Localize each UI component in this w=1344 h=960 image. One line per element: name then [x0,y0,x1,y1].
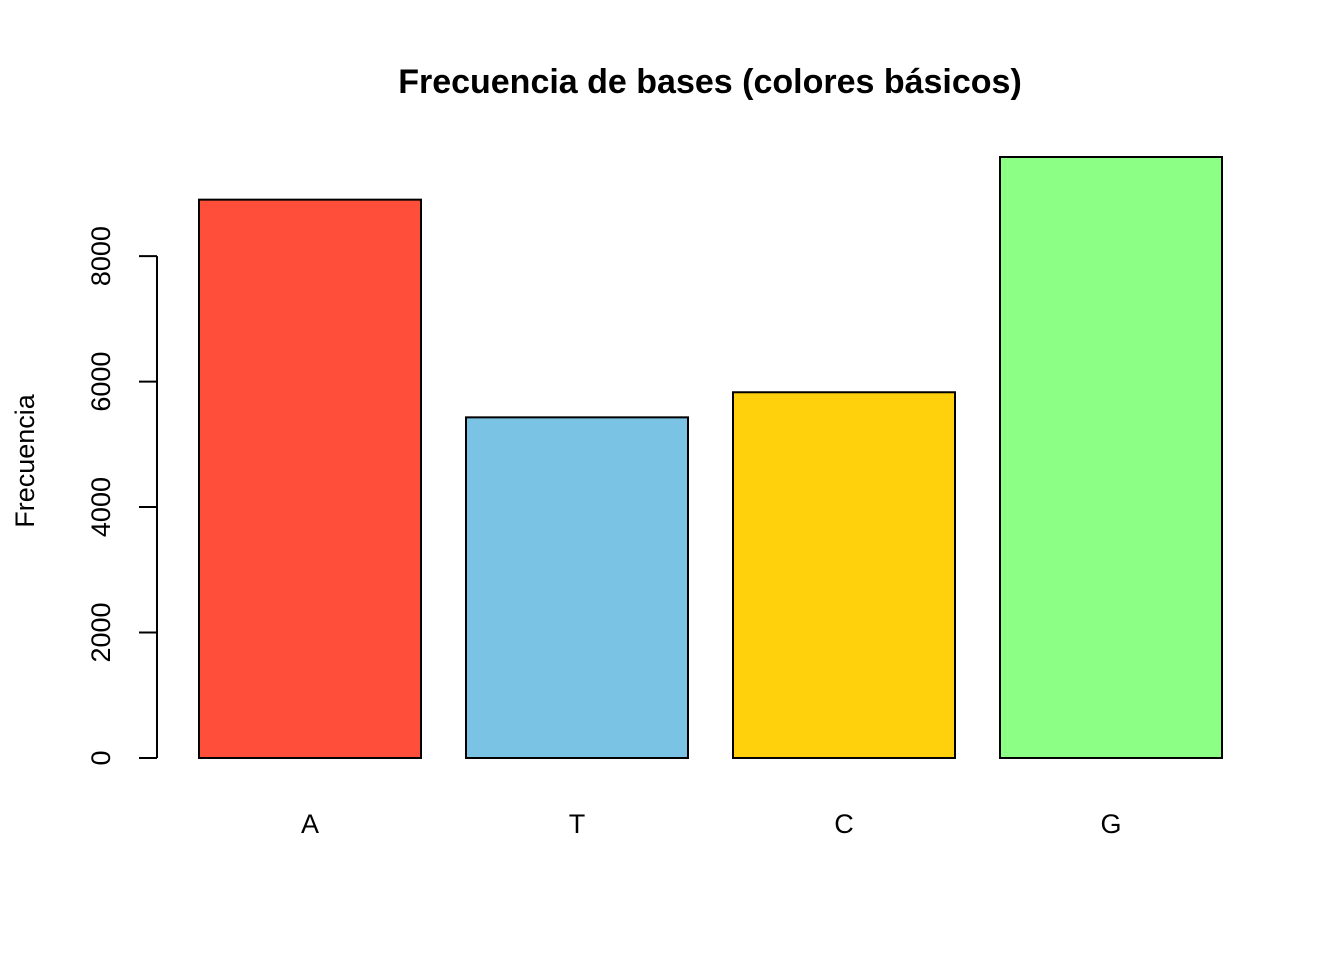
y-axis: 0 2000 4000 6000 8000 [86,226,158,766]
bar-c [732,391,956,759]
bar-t [465,416,689,759]
y-tick-label: 4000 [86,477,116,537]
y-tick-label: 2000 [86,602,116,662]
chart-title: Frecuencia de bases (colores básicos) [398,63,1022,101]
y-axis-label: Frecuencia [10,393,40,528]
y-tick-label: 6000 [86,352,116,412]
category-label-t: T [569,809,586,839]
bar-g [999,156,1223,759]
category-label-c: C [834,809,854,839]
category-label-g: G [1100,809,1121,839]
y-tick-label: 0 [86,750,116,765]
bars [198,156,1223,759]
y-tick-label: 8000 [86,226,116,286]
bar-a [198,198,422,759]
category-label-a: A [301,809,319,839]
